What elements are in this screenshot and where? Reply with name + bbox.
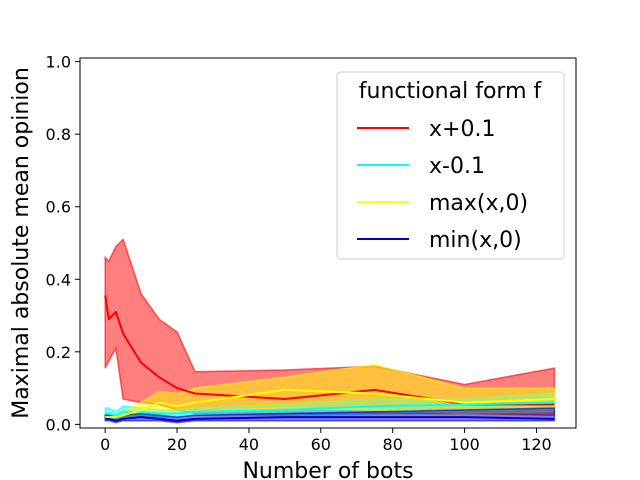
plot-frame — [79, 57, 577, 429]
y-tick-label: 1.0 — [46, 53, 71, 72]
legend-frame — [336, 71, 565, 260]
line-min-x-0 — [105, 416, 555, 422]
y-tick-label: 0.8 — [46, 125, 71, 144]
legend: functional form f x+0.1 x-0.1 max(x,0) min(… — [336, 71, 565, 260]
line-x-0-1 — [104, 295, 555, 406]
y-tick-label: 0.4 — [46, 270, 71, 289]
y-tick-label: 0.2 — [46, 343, 71, 362]
y-axis-ticks: 0.0 0.2 0.4 0.6 0.8 1.0 — [46, 53, 80, 434]
y-axis-label: Maximal absolute mean opinion — [9, 67, 34, 419]
x-tick-label: 60 — [311, 435, 331, 454]
legend-label-min-x-0: min(x,0) — [429, 228, 522, 253]
legend-label-x-0-1: x+0.1 — [429, 117, 495, 142]
x-axis-label: Number of bots — [242, 459, 413, 480]
x-tick-label: 100 — [449, 435, 480, 454]
legend-label-max-x-0: max(x,0) — [429, 191, 528, 216]
x-tick-label: 120 — [521, 435, 552, 454]
x-tick-label: 0 — [100, 435, 110, 454]
y-tick-label: 0.0 — [46, 415, 71, 434]
legend-items: x+0.1 x-0.1 max(x,0) min(x,0) — [357, 117, 528, 253]
legend-title: functional form f — [359, 79, 543, 104]
x-tick-label: 40 — [239, 435, 259, 454]
x-tick-label: 80 — [383, 435, 403, 454]
x-axis-ticks: 0 20 40 60 80 100 120 — [100, 428, 552, 454]
x-tick-label: 20 — [167, 435, 187, 454]
line-x-0-1 — [105, 401, 555, 417]
legend-label-x-0-1: x-0.1 — [429, 154, 485, 179]
line-max-x-0 — [105, 388, 555, 419]
series-lines — [104, 295, 555, 422]
y-tick-label: 0.6 — [46, 198, 71, 217]
